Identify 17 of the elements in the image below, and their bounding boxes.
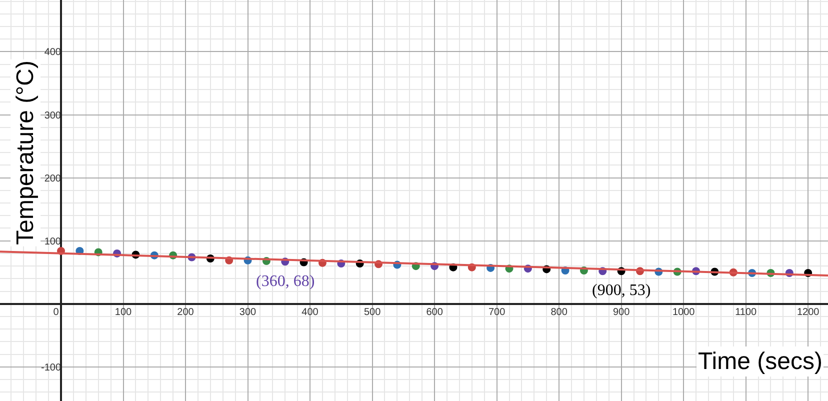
x-tick-label: 1100: [735, 306, 758, 318]
x-tick-label: 900: [612, 306, 630, 318]
x-tick-label: 200: [177, 306, 194, 318]
x-axis-title: Time (secs): [698, 348, 822, 375]
y-axis-title: Temperature (°C): [12, 60, 40, 245]
annotation: (900, 53): [592, 282, 651, 299]
x-tick-label: 0: [53, 306, 69, 318]
x-tick-label: 400: [302, 306, 319, 318]
x-tick-label: 500: [364, 306, 382, 318]
x-tick-label: 300: [239, 306, 257, 318]
x-tick-label: 600: [426, 306, 444, 318]
annotation: (360, 68): [256, 273, 315, 290]
x-tick-label: 800: [550, 306, 568, 318]
x-tick-label: 1000: [672, 306, 696, 318]
x-tick-label: 100: [114, 306, 132, 318]
x-tick-label: 700: [488, 306, 506, 318]
x-tick-label: 1200: [796, 306, 820, 318]
